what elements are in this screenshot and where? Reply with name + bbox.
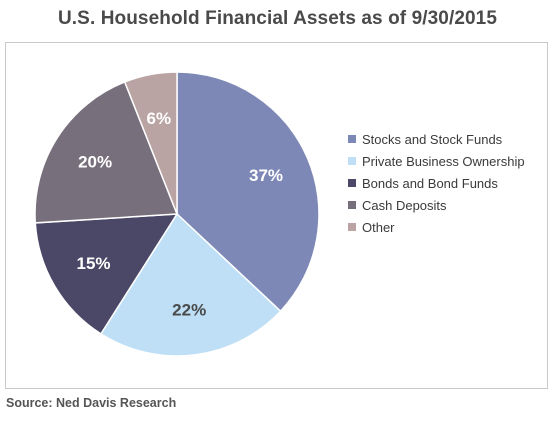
legend-label: Stocks and Stock Funds bbox=[362, 131, 503, 147]
legend-label: Private Business Ownership bbox=[362, 153, 525, 169]
legend-item-bonds-and-bond-funds: Bonds and Bond Funds bbox=[348, 172, 543, 194]
legend-swatch bbox=[348, 201, 356, 209]
pie-slice-stocks-and-stock-funds bbox=[176, 71, 320, 313]
legend-swatch bbox=[348, 223, 356, 231]
legend-label: Cash Deposits bbox=[362, 197, 447, 213]
slice-label-stocks-and-stock-funds: 37% bbox=[249, 166, 283, 185]
legend-swatch bbox=[348, 135, 356, 143]
legend-label: Bonds and Bond Funds bbox=[362, 175, 498, 191]
slice-label-other: 6% bbox=[147, 109, 172, 128]
source-note: Source: Ned Davis Research bbox=[6, 396, 177, 410]
pie-slice-private-business-ownership bbox=[99, 212, 282, 357]
legend-item-private-business-ownership: Private Business Ownership bbox=[348, 150, 543, 172]
legend: Stocks and Stock Funds Private Business O… bbox=[348, 128, 543, 238]
pie-slice-bonds-and-bond-funds bbox=[34, 213, 179, 335]
legend-item-other: Other bbox=[348, 216, 543, 238]
legend-swatch bbox=[348, 157, 356, 165]
legend-item-cash-deposits: Cash Deposits bbox=[348, 194, 543, 216]
legend-swatch bbox=[348, 179, 356, 187]
legend-item-stocks-and-stock-funds: Stocks and Stock Funds bbox=[348, 128, 543, 150]
pie-slice-cash-deposits bbox=[34, 80, 179, 224]
pie-slice-other bbox=[123, 71, 178, 215]
chart-title: U.S. Household Financial Assets as of 9/… bbox=[57, 8, 498, 29]
slice-label-cash-deposits: 20% bbox=[78, 153, 112, 172]
slice-label-bonds-and-bond-funds: 15% bbox=[76, 254, 110, 273]
legend-label: Other bbox=[362, 219, 395, 235]
slice-label-private-business-ownership: 22% bbox=[172, 301, 206, 320]
